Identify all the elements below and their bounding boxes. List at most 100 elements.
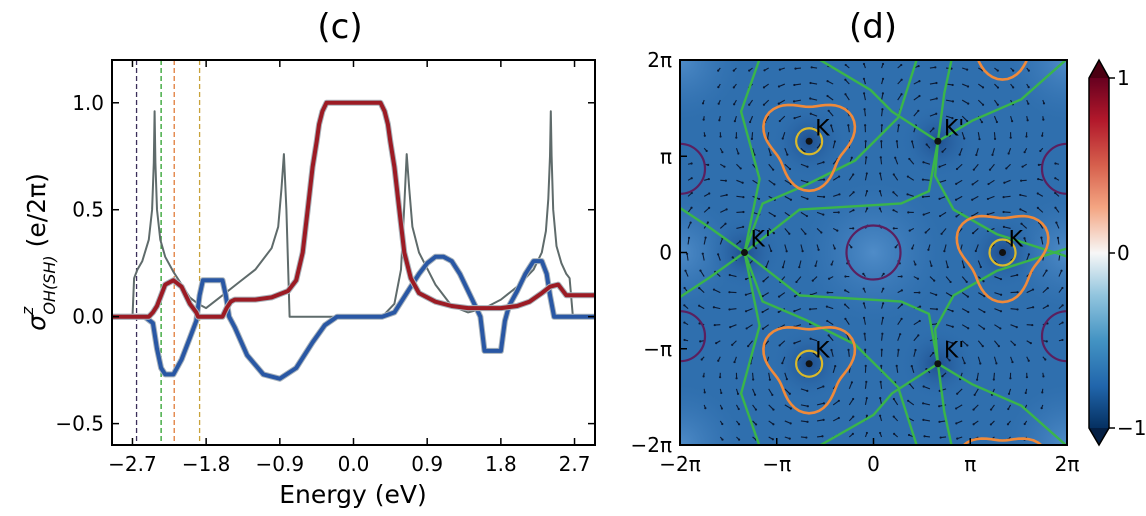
field-arrow-head [837, 211, 840, 214]
field-arrow-head [966, 119, 969, 123]
field-arrow [784, 372, 788, 380]
field-arrow [896, 141, 899, 149]
field-arrow [913, 320, 921, 326]
field-arrow [817, 195, 825, 198]
field-arrow [720, 208, 727, 213]
field-arrow-head [1007, 407, 1010, 411]
field-arrow-head [793, 117, 796, 120]
field-arrow-head [1040, 407, 1043, 410]
field-arrow-head [864, 124, 867, 127]
field-arrow-head [879, 156, 882, 159]
field-arrow [897, 349, 900, 357]
field-arrow [784, 228, 790, 235]
field-arrow [793, 99, 802, 102]
field-arrow-head [830, 124, 833, 127]
field-arrow-head [921, 195, 925, 198]
field-arrow-head [785, 250, 788, 253]
field-arrow-head [892, 227, 895, 230]
field-arrow [973, 404, 979, 410]
field-arrow-head [777, 85, 781, 88]
field-arrow-head [838, 175, 841, 178]
field-arrow-head [809, 81, 812, 85]
field-arrow-head [809, 337, 812, 340]
field-arrow [959, 148, 963, 155]
purple-contour-3 [680, 310, 707, 363]
field-arrow-head [736, 392, 740, 395]
field-arrow [945, 260, 949, 268]
d-y-tick-label-4: 2π [647, 48, 672, 72]
field-arrow-head [1009, 136, 1012, 139]
x-tick-label-1: −1.8 [182, 452, 231, 476]
field-arrow-head [864, 140, 867, 143]
field-arrow-head [717, 86, 720, 89]
field-arrow-head [1023, 422, 1026, 426]
field-arrow [830, 125, 834, 133]
field-arrow-head [967, 102, 970, 105]
field-arrow-head [735, 136, 738, 139]
field-arrow-head [754, 423, 758, 426]
field-arrow-head [975, 153, 978, 157]
purple-contour-0 [845, 224, 902, 281]
field-arrow-head [908, 157, 911, 161]
field-arrow-head [1042, 118, 1045, 121]
field-arrow [784, 211, 791, 217]
field-arrow [977, 132, 981, 140]
field-arrow-head [698, 286, 701, 290]
field-arrow-head [997, 345, 1000, 348]
vector-field-arrows [683, 62, 1064, 441]
field-arrow-head [955, 182, 958, 186]
field-arrow-head [843, 303, 847, 306]
field-arrow-head [717, 253, 720, 256]
field-arrow [844, 318, 850, 325]
field-arrow-head [761, 295, 764, 298]
shading-light-3 [680, 385, 740, 445]
field-arrow [896, 365, 899, 373]
field-arrow-head [793, 342, 796, 345]
field-arrow [945, 276, 951, 283]
field-arrow [864, 109, 866, 117]
field-arrow-head [995, 120, 998, 124]
field-arrow-head [862, 287, 865, 290]
field-arrow [779, 115, 786, 122]
green-contour-12 [743, 141, 940, 254]
field-arrow [864, 157, 867, 165]
field-arrow-head [683, 321, 686, 324]
field-arrow-head [739, 167, 742, 170]
field-arrow-head [850, 246, 853, 249]
field-arrow [730, 324, 737, 328]
field-arrow [881, 317, 884, 325]
field-arrow-head [1044, 358, 1047, 361]
field-arrow-head [1027, 86, 1030, 89]
field-arrow [778, 99, 786, 105]
field-arrow-head [772, 408, 775, 411]
field-arrow-head [881, 108, 884, 111]
colorbar-tick-label-1: 0 [1117, 241, 1130, 265]
field-arrow [879, 173, 883, 181]
field-arrow-head [935, 308, 939, 311]
field-arrow-head [781, 362, 784, 365]
field-arrow-head [725, 193, 728, 197]
field-arrow-head [805, 436, 808, 439]
field-arrow-head [1026, 119, 1029, 122]
field-arrow-head [739, 240, 742, 243]
field-arrow-head [754, 408, 758, 411]
field-arrow-head [880, 124, 883, 127]
field-arrow [1020, 208, 1027, 213]
y-tick-label-0: −0.5 [55, 412, 104, 436]
field-arrow-head [865, 380, 868, 384]
field-arrow-head [822, 213, 825, 216]
energy-markers [135, 60, 201, 445]
field-arrow [955, 179, 963, 185]
field-arrow-head [718, 376, 722, 379]
field-arrow-head [844, 317, 847, 320]
field-arrow [745, 292, 753, 296]
field-arrow-head [821, 435, 824, 438]
field-arrow-head [1061, 321, 1064, 324]
field-arrow [922, 179, 930, 181]
field-arrow [784, 179, 792, 185]
field-arrow [703, 207, 710, 213]
field-arrow [736, 179, 743, 184]
field-arrow-head [719, 135, 722, 138]
field-arrow [913, 335, 919, 342]
field-arrow-head [1020, 222, 1023, 225]
